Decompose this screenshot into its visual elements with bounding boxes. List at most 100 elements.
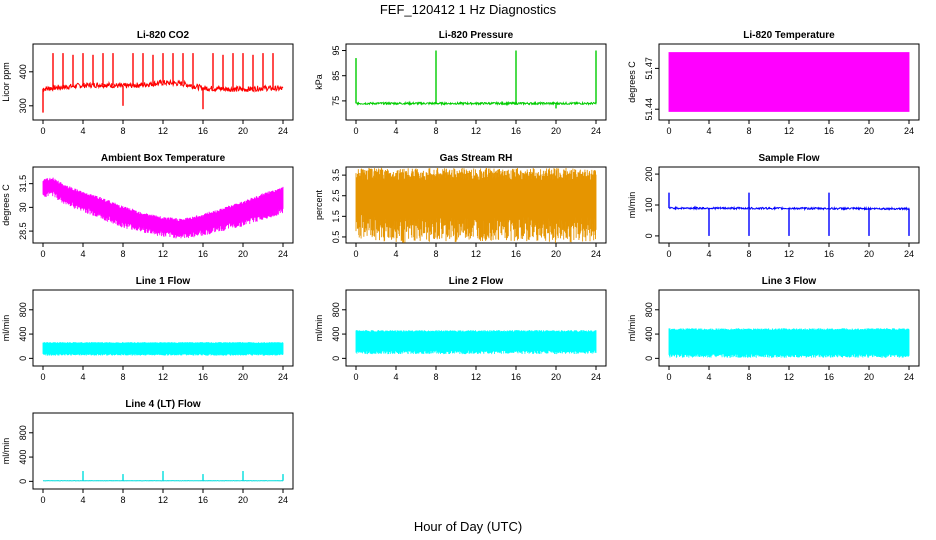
y-tick-label: 51.47: [644, 57, 654, 80]
x-tick-label: 24: [904, 126, 914, 136]
y-axis-label: Licor ppm: [1, 62, 11, 102]
y-tick-label: 400: [331, 327, 341, 342]
x-tick-label: 20: [864, 126, 874, 136]
x-tick-label: 12: [158, 495, 168, 505]
panel-sample_flow: Sample Flow ml/min 0 4 8 12 16 20 24 0 100 200: [627, 153, 920, 259]
x-tick-label: 0: [40, 126, 45, 136]
x-tick-label: 0: [353, 249, 358, 259]
x-tick-label: 24: [904, 249, 914, 259]
y-tick-label: 800: [331, 302, 341, 317]
y-tick-label: 0: [18, 356, 28, 361]
x-tick-label: 24: [278, 249, 288, 259]
y-tick-label: 3.5: [331, 169, 341, 182]
panel-rh: Gas Stream RH percent 0 4 8 12 16 20 24 0.5 1.5 2.5…: [314, 153, 607, 259]
figure-title: FEF_120412 1 Hz Diagnostics: [380, 2, 557, 17]
x-tick-label: 12: [158, 126, 168, 136]
x-tick-label: 0: [40, 372, 45, 382]
y-axis-label: degrees C: [1, 184, 11, 226]
x-tick-label: 8: [746, 372, 751, 382]
panel-line4: Line 4 (LT) Flow ml/min 0 4 8 12 16 20 24 0 400 800: [1, 399, 294, 505]
x-tick-label: 12: [471, 372, 481, 382]
panel-licor_temp: Li-820 Temperature degrees C 0 4 8 12 16 20 24 51…: [627, 30, 920, 136]
x-tick-label: 12: [784, 249, 794, 259]
panel-title: Line 4 (LT) Flow: [125, 399, 201, 410]
x-tick-label: 16: [511, 126, 521, 136]
x-tick-label: 8: [120, 249, 125, 259]
y-axis-label: ml/min: [1, 438, 11, 465]
series-line: [355, 100, 597, 107]
y-tick-label: 200: [644, 167, 654, 182]
panel-pressure: Li-820 Pressure kPa 0 4 8 12 16 20 24 75 85 95: [314, 30, 607, 136]
panel-frame: [345, 289, 607, 367]
x-tick-label: 16: [198, 126, 208, 136]
series-band: [355, 330, 597, 355]
x-tick-label: 24: [591, 372, 601, 382]
x-tick-label: 0: [353, 126, 358, 136]
x-tick-label: 16: [824, 126, 834, 136]
y-tick-label: 30: [18, 202, 28, 212]
x-tick-label: 24: [278, 126, 288, 136]
x-tick-label: 20: [864, 249, 874, 259]
panel-title: Gas Stream RH: [440, 153, 513, 164]
y-axis-label: ml/min: [627, 192, 637, 219]
x-tick-label: 8: [120, 372, 125, 382]
x-tick-label: 20: [238, 372, 248, 382]
x-tick-label: 12: [158, 249, 168, 259]
y-axis-label: degrees C: [627, 61, 637, 103]
x-tick-label: 4: [80, 495, 85, 505]
series-band: [668, 328, 910, 358]
x-tick-label: 8: [120, 495, 125, 505]
x-tick-label: 8: [746, 126, 751, 136]
x-tick-label: 24: [278, 495, 288, 505]
y-tick-label: 0: [644, 356, 654, 361]
x-tick-label: 20: [864, 372, 874, 382]
x-tick-label: 20: [238, 126, 248, 136]
x-tick-label: 16: [511, 372, 521, 382]
x-tick-label: 0: [666, 126, 671, 136]
x-tick-label: 0: [666, 249, 671, 259]
y-tick-label: 800: [18, 302, 28, 317]
series-band: [355, 167, 597, 243]
y-tick-label: 75: [331, 96, 341, 106]
y-tick-label: 0: [644, 233, 654, 238]
panel-ambient: Ambient Box Temperature degrees C 0 4 8 12 16 2…: [1, 153, 294, 259]
series-band: [42, 177, 284, 239]
x-tick-label: 4: [393, 126, 398, 136]
panel-title: Line 1 Flow: [136, 276, 191, 287]
x-tick-label: 0: [40, 495, 45, 505]
x-tick-label: 8: [433, 249, 438, 259]
y-tick-label: 300: [18, 98, 28, 113]
x-tick-label: 12: [471, 126, 481, 136]
panel-title: Li-820 CO2: [137, 30, 190, 41]
x-tick-label: 20: [551, 372, 561, 382]
y-axis-label: ml/min: [314, 315, 324, 342]
panel-co2: Li-820 CO2 Licor ppm 0 4 8 12 16 20 24 300 400: [1, 30, 294, 136]
x-tick-label: 16: [198, 495, 208, 505]
x-tick-label: 24: [278, 372, 288, 382]
panel-title: Ambient Box Temperature: [101, 153, 226, 164]
x-tick-label: 20: [551, 126, 561, 136]
panel-line3: Line 3 Flow ml/min 0 4 8 12 16 20 24 0 400 800: [627, 276, 920, 382]
x-tick-label: 8: [746, 249, 751, 259]
y-axis-label: percent: [314, 189, 324, 220]
x-tick-label: 8: [433, 126, 438, 136]
x-tick-label: 12: [784, 372, 794, 382]
x-tick-label: 4: [80, 249, 85, 259]
series-band: [42, 342, 284, 356]
y-tick-label: 400: [18, 450, 28, 465]
x-tick-label: 4: [706, 249, 711, 259]
y-tick-label: 1.5: [331, 210, 341, 223]
y-tick-label: 95: [331, 46, 341, 56]
panel-title: Line 3 Flow: [762, 276, 817, 287]
y-tick-label: 0: [18, 479, 28, 484]
x-tick-label: 24: [591, 126, 601, 136]
figure-xlabel: Hour of Day (UTC): [414, 519, 522, 534]
x-tick-label: 4: [706, 126, 711, 136]
x-tick-label: 4: [393, 372, 398, 382]
x-tick-label: 16: [824, 372, 834, 382]
x-tick-label: 24: [904, 372, 914, 382]
panel-frame: [345, 43, 607, 121]
y-tick-label: 2.5: [331, 189, 341, 202]
x-tick-label: 16: [198, 249, 208, 259]
